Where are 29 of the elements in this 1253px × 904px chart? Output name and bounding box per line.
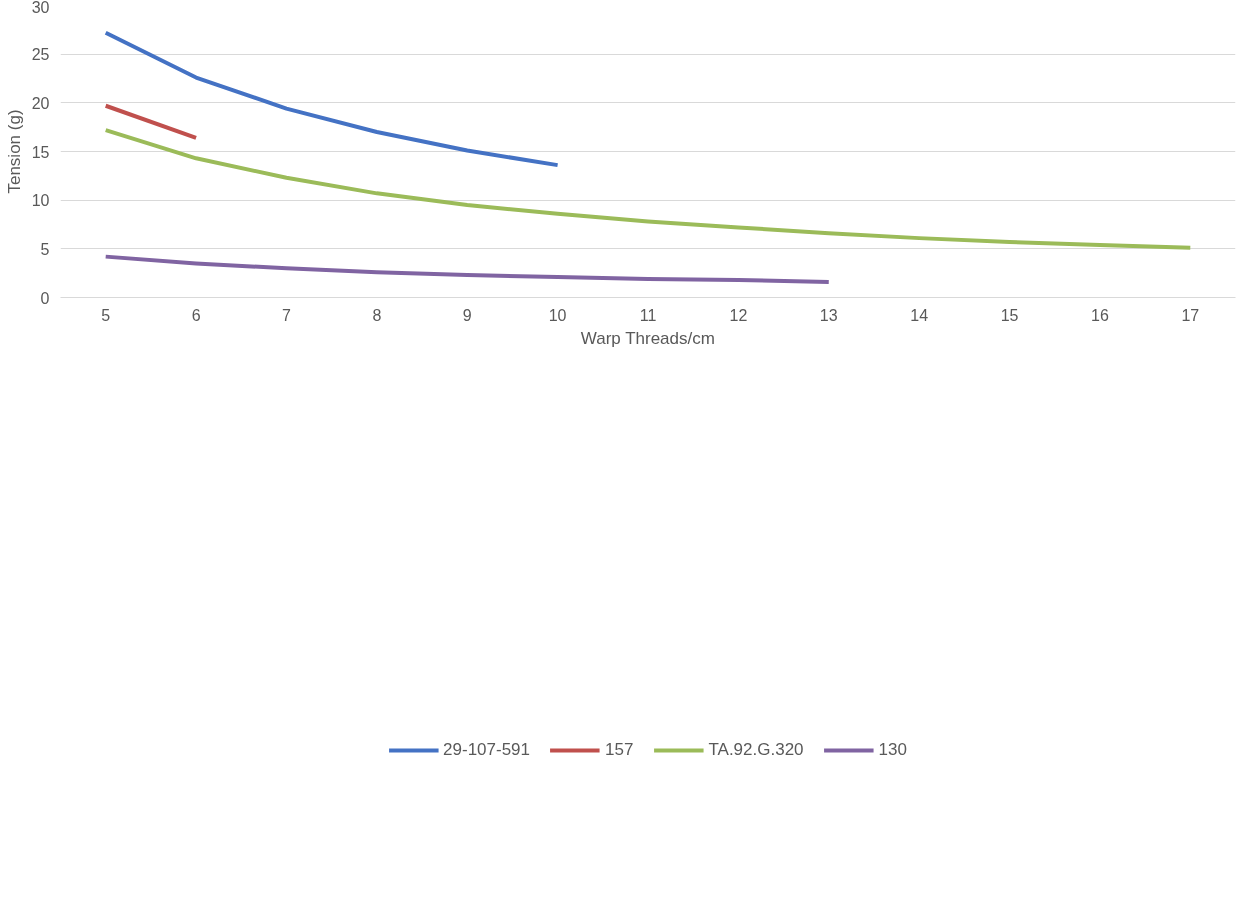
y-tick-label: 20 <box>31 94 50 112</box>
x-tick-label: 5 <box>101 306 111 324</box>
line-series <box>103 128 1193 250</box>
line-series <box>103 254 831 284</box>
y-tick-label: 10 <box>31 192 50 210</box>
x-tick-label: 16 <box>1091 306 1109 324</box>
y-tick-label: 0 <box>40 289 50 307</box>
legend-label: 130 <box>878 740 907 760</box>
x-tick-label: 11 <box>639 306 657 324</box>
y-tick-label: 30 <box>31 0 50 16</box>
x-tick-label: 6 <box>191 306 201 324</box>
x-tick-label: 7 <box>282 306 292 324</box>
y-tick-label: 25 <box>31 46 50 64</box>
x-tick-label: 15 <box>1000 306 1019 324</box>
y-axis-title: Tension (g) <box>4 109 24 194</box>
line-series <box>103 30 560 168</box>
x-tick-label: 14 <box>910 306 929 324</box>
legend-label: 157 <box>605 740 634 760</box>
y-tick-label: 5 <box>40 240 50 258</box>
x-axis-title: Warp Threads/cm <box>580 328 715 348</box>
legend-label: TA.92.G.320 <box>708 740 804 760</box>
x-tick-label: 8 <box>372 306 382 324</box>
legend-label: 29-107-591 <box>443 740 531 760</box>
x-tick-label: 13 <box>819 306 838 324</box>
y-tick-label: 15 <box>31 143 50 161</box>
x-tick-label: 9 <box>462 306 472 324</box>
x-tick-label: 12 <box>729 306 748 324</box>
x-tick-label: 10 <box>548 306 567 324</box>
x-tick-label: 17 <box>1181 306 1200 324</box>
